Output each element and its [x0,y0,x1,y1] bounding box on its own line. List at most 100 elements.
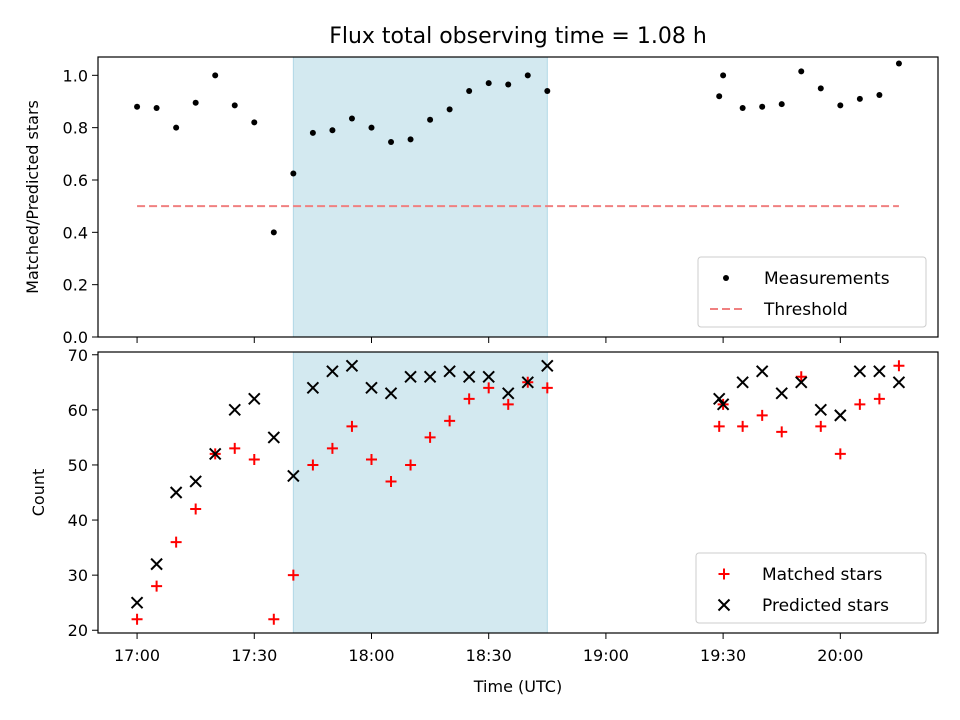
predicted-star-point [892,376,906,389]
predicted-star-point [150,557,163,571]
top-legend: Measurements Threshold [697,256,927,328]
predicted-star-point [209,447,222,461]
bottom-xtick-label: 19:00 [583,646,629,665]
matched-star-point [776,426,788,438]
matched-star-point [713,420,725,432]
matched-star-point [131,613,143,625]
measurement-point [290,170,297,177]
measurement-point [876,91,883,98]
top-ytick-label: 1.0 [63,66,88,85]
predicted-star-point [326,365,339,378]
bottom-y-axis: 20 30 40 50 60 70 [68,346,98,640]
top-shade-rect [292,56,548,338]
measurement-point [837,102,844,109]
matched-star-point [385,475,397,487]
matched-star-point [854,398,866,410]
matched-star-point [834,448,846,460]
measurement-point [544,88,551,95]
matched-star-point [405,459,417,471]
bottom-xtick-label: 19:30 [700,646,746,665]
measurement-point [173,124,180,131]
x-axis: 17:00 17:30 18:00 18:30 19:00 19:30 20:00 [114,633,863,665]
top-panel: 0.0 0.2 0.4 0.6 0.8 1.0 Matched/Predicted sta… [23,56,939,347]
legend-label: Predicted stars [762,596,889,616]
predicted-star-point [189,475,202,488]
predicted-star-point [755,365,769,378]
legend-swatch-marker [717,598,731,612]
predicted-star-point [775,387,788,400]
top-axes-frame [97,56,939,338]
measurement-point [798,68,805,75]
measurement-point [446,106,453,113]
predicted-star-point [716,398,730,411]
bottom-panel: 20 30 40 50 60 70 17:00 17:30 18:00 18:30 19:00 19… [29,346,939,696]
matched-star-point [737,420,749,432]
matched-star-point [307,459,319,471]
bottom-xtick-label: 18:30 [466,646,512,665]
matched-star-point [873,393,885,405]
bottom-ytick-label: 70 [68,346,88,365]
measurement-point [388,139,395,146]
bottom-ytick-label: 20 [68,621,88,640]
predicted-star-point [521,376,534,389]
matched-star-point [248,453,260,465]
predicted-star-point [713,392,726,406]
predicted-star-point [482,370,495,384]
matched-star-point [268,613,280,625]
matched-star-point [170,536,182,548]
legend-box [697,256,927,328]
bottom-xtick-label: 18:00 [348,646,394,665]
bottom-xtick-label: 17:00 [114,646,160,665]
matched-star-point [190,503,202,515]
predicted-star-point [287,469,300,483]
matched-star-point [365,453,377,465]
measurement-point [856,95,863,102]
predicted-star-point [502,387,515,400]
matched-star-point [151,580,163,592]
measurement-point [407,136,414,143]
legend-box [695,552,927,624]
legend-swatch-marker [723,275,729,281]
top-y-axis-label: Matched/Predicted stars [23,100,42,294]
x-axis-label: Time (UTC) [473,677,562,696]
legend-label: Matched stars [762,565,882,585]
predicted-star-point [130,596,144,609]
measurement-point [329,127,336,134]
predicted-star-point [541,359,554,372]
bottom-shade-rect [292,351,548,634]
chart-title: Flux total observing time = 1.08 h [329,24,707,49]
measurement-point [505,81,512,88]
legend-label: Threshold [763,300,848,320]
matched-star-point [893,360,905,372]
predicted-star-point [834,409,847,422]
measurement-point [895,60,902,67]
bottom-ytick-label: 60 [68,401,88,420]
matched-star-point [326,442,338,454]
matched-star-point [541,382,553,394]
predicted-star-point [248,392,261,406]
measurement-point [524,72,531,79]
matched-star-point [229,442,241,454]
bottom-ytick-label: 30 [68,566,88,585]
predicted-star-point [736,376,749,389]
predicted-star-point [443,365,456,378]
matched-star-point [815,420,827,432]
measurement-point [759,103,766,110]
measurement-point [348,115,355,122]
measurement-point [817,85,824,92]
predicted-star-point [795,376,808,389]
top-ytick-label: 0.2 [63,276,88,295]
matched-star-point [756,409,768,421]
predicted-star-point [228,403,241,417]
predicted-star-point [365,381,378,395]
measurement-point [134,103,141,110]
measurement-point [212,72,219,79]
top-y-axis: 0.0 0.2 0.4 0.6 0.8 1.0 [63,66,841,347]
measurement-point [368,124,375,131]
bottom-legend: Matched stars Predicted stars [695,552,927,624]
bottom-ytick-label: 40 [68,511,88,530]
measurement-point [778,101,785,108]
legend-label: Measurements [764,269,890,289]
matched-star-point [502,398,514,410]
